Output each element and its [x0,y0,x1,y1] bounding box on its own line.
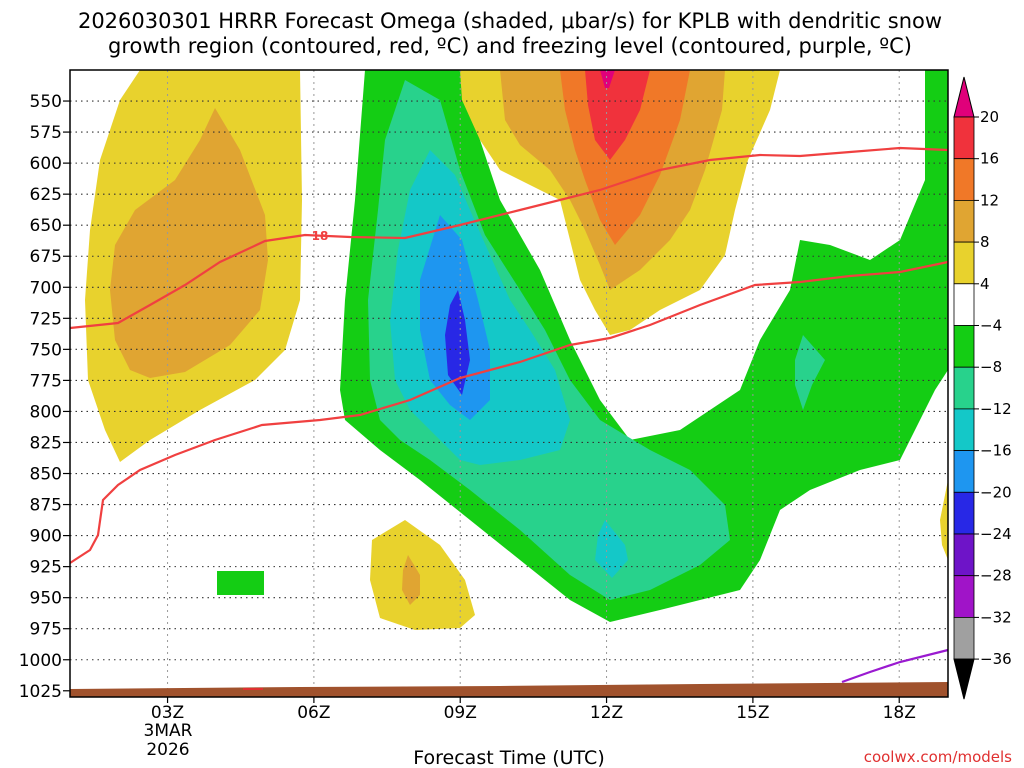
colorbar-tick-label: −12 [980,400,1012,418]
omega-pos20-top [600,70,615,88]
colorbar-tick-label: 8 [980,233,990,251]
y-tick-label: 950 [30,589,62,609]
colorbar-tick-label: −16 [980,442,1012,460]
x-axis-label: Forecast Time (UTC) [413,747,604,768]
y-tick-label: 800 [30,402,62,422]
freezing-level-contour [841,648,949,684]
x-tick-label: 12Z [590,703,623,723]
colorbar-tick-label: −28 [980,567,1012,585]
colorbar-box [953,283,975,326]
y-tick-label: 725 [30,309,62,329]
x-axis-ticks: 03Z 06Z 09Z 12Z 15Z 18Z [151,697,916,723]
colorbar-tick-label: −8 [980,358,1002,376]
y-tick-label: 825 [30,433,62,453]
y-tick-label: 925 [30,558,62,578]
y-tick-label: 575 [30,123,62,143]
y-tick-label: 675 [30,247,62,267]
x-tick-label: 03Z [151,703,184,723]
colorbar-box [953,158,975,201]
chart-title-line1: 2026030301 HRRR Forecast Omega (shaded, … [78,9,942,33]
omega-pos4-right-sliver [940,480,948,560]
omega-pos8-low [402,555,420,605]
plot-area: 18 [69,69,949,698]
y-tick-label: 550 [30,92,62,112]
plot-frame [69,69,949,698]
omega-pos8-left [110,108,268,378]
time-gridlines [167,70,900,697]
dgz-contour-label: 18 [312,229,329,243]
colorbar-tick-label: 12 [980,191,999,209]
colorbar-box [953,617,975,660]
colorbar-box [953,366,975,410]
colorbar-bottom-arrow [953,658,975,700]
colorbar-tick-label: 4 [980,275,990,293]
colorbar-box [953,199,975,243]
x-tick-label: 18Z [883,703,916,723]
y-tick-label: 750 [30,340,62,360]
colorbar-tick-label: −20 [980,483,1012,501]
colorbar-tick-label: 20 [980,108,999,126]
y-tick-label: 1000 [19,651,62,671]
x-tick-label: 06Z [297,703,330,723]
colorbar-box [953,325,975,368]
colorbar-tick-label: −24 [980,525,1012,543]
colorbar-box [953,533,975,577]
dgz-contour-upper [69,146,949,330]
y-tick-label: 975 [30,620,62,640]
colorbar-tick-label: 16 [980,150,999,168]
x-axis-date-year: 2026 [146,740,189,760]
colorbar-tick-label: −4 [980,317,1002,335]
omega-pos4-low [370,520,475,630]
y-tick-label: 875 [30,496,62,516]
omega-neg8-blob [795,335,825,410]
dgz-contour-lower [69,260,949,564]
colorbar-box [953,241,975,285]
colorbar-tick-label: −32 [980,608,1012,626]
y-tick-label: 700 [30,278,62,298]
y-tick-label: 625 [30,185,62,205]
y-tick-label: 1025 [19,682,62,702]
omega-neg20-core [445,290,470,395]
colorbar-top-arrow [953,76,975,118]
y-tick-label: 775 [30,371,62,391]
x-tick-label: 15Z [736,703,769,723]
colorbar-box [953,408,975,451]
y-tick-label: 600 [30,154,62,174]
omega-neg4-small-patch [217,571,264,595]
credit-text: coolwx.com/models [864,748,1012,766]
colorbar: 20 16 12 8 4 −4 −8 −12 −16 −20 −24 −28 −32 −36 [953,76,1012,700]
colorbar-box [953,116,975,160]
colorbar-box [953,491,975,535]
omega-neg12-low [595,520,628,578]
terrain-surface [70,682,948,697]
x-tick-label: 09Z [444,703,477,723]
y-tick-label: 850 [30,465,62,485]
colorbar-box [953,575,975,618]
colorbar-box [953,450,975,493]
y-axis-ticks: 550 575 600 625 650 675 700 725 750 775 800 825 850 8… [19,92,70,702]
chart-title-line2: growth region (contoured, red, ºC) and f… [108,34,912,58]
y-tick-label: 900 [30,527,62,547]
x-axis-date-month: 3MAR [144,721,193,741]
colorbar-tick-label: −36 [980,650,1012,668]
y-tick-label: 650 [30,216,62,236]
omega-pos16-top [585,70,650,160]
